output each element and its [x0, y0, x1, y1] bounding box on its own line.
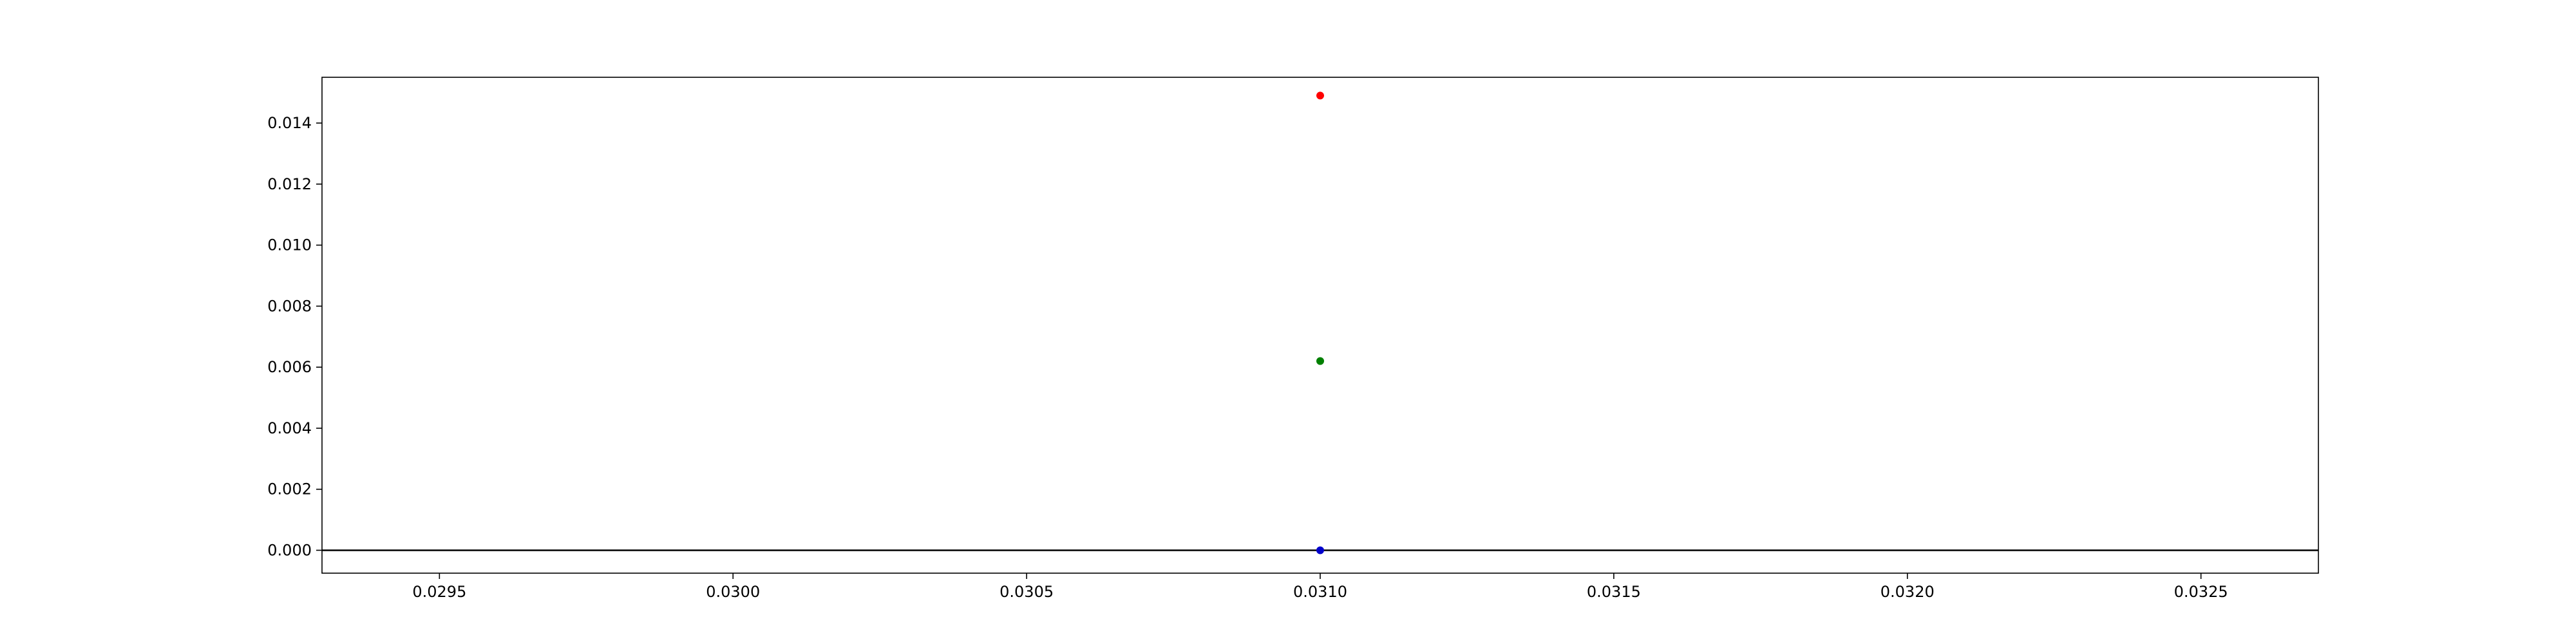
data-point — [1316, 546, 1324, 554]
y-tick-label: 0.012 — [267, 175, 312, 193]
y-tick-label: 0.010 — [267, 236, 312, 254]
y-tick-label: 0.000 — [267, 541, 312, 559]
y-tick-label: 0.002 — [267, 480, 312, 498]
y-tick-label: 0.004 — [267, 419, 312, 437]
data-point — [1316, 357, 1324, 365]
x-tick-label: 0.0300 — [706, 583, 760, 601]
y-tick-label: 0.014 — [267, 114, 312, 132]
x-tick-label: 0.0320 — [1880, 583, 1935, 601]
x-tick-label: 0.0310 — [1293, 583, 1347, 601]
data-points — [1316, 91, 1324, 554]
x-tick-label: 0.0295 — [412, 583, 466, 601]
y-axis: 0.000 0.002 0.004 0.006 0.008 0.010 0.012 0.014 — [267, 114, 322, 559]
x-tick-label: 0.0315 — [1587, 583, 1641, 601]
x-tick-label: 0.0305 — [999, 583, 1054, 601]
data-point — [1316, 91, 1324, 100]
x-axis: 0.0295 0.0300 0.0305 0.0310 0.0315 0.0320 0.03… — [412, 573, 2228, 601]
plot-area-frame — [321, 77, 2319, 574]
y-tick-label: 0.006 — [267, 358, 312, 376]
y-tick-label: 0.008 — [267, 297, 312, 315]
x-tick-label: 0.0325 — [2174, 583, 2228, 601]
